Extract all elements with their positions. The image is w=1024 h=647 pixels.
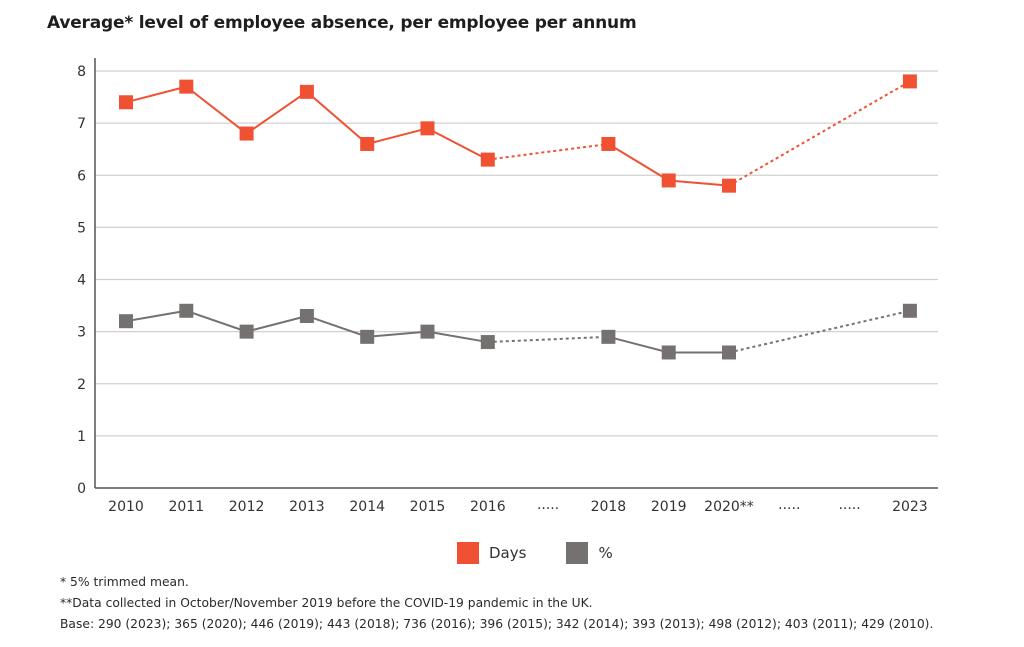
footnote-trimmed-mean: * 5% trimmed mean. (60, 575, 189, 589)
data-point-marker[interactable] (480, 335, 495, 350)
data-point-marker[interactable] (420, 121, 435, 136)
x-tick-label: 2014 (349, 499, 385, 515)
y-tick-label: 1 (77, 429, 86, 445)
data-point-marker[interactable] (119, 95, 133, 110)
legend-item-days[interactable]: Days (457, 542, 526, 564)
legend-label-days: Days (489, 544, 527, 562)
x-tick-label: 2015 (410, 499, 446, 515)
series-line-segment (427, 127, 489, 161)
data-point-marker[interactable] (420, 324, 435, 339)
x-tick-label: 2016 (470, 499, 506, 515)
series-line-segment (306, 91, 368, 145)
x-tick-label: ..... (838, 497, 860, 513)
x-tick-label: 2023 (892, 499, 928, 515)
series-line-segment (306, 315, 368, 338)
series-percent (119, 303, 917, 360)
x-tick-label: 2011 (168, 499, 204, 515)
series-line-gap-segment (487, 335, 609, 344)
legend-label-percent: % (598, 544, 613, 562)
data-point-marker[interactable] (299, 84, 314, 99)
y-tick-label: 8 (77, 64, 86, 80)
series-line-segment (185, 309, 247, 333)
series-line-segment (668, 179, 730, 187)
legend-item-percent[interactable]: % (566, 542, 613, 564)
x-tick-label: ..... (537, 497, 559, 513)
x-tick-label: 2013 (289, 499, 325, 515)
y-tick-label: 4 (77, 273, 86, 289)
y-tick-label: 0 (77, 481, 86, 497)
data-point-marker[interactable] (360, 329, 375, 344)
x-tick-label: 2010 (108, 499, 144, 515)
data-point-marker[interactable] (601, 136, 616, 151)
data-point-marker[interactable] (661, 345, 676, 360)
series-line-segment (607, 143, 670, 182)
series-line-segment (427, 330, 488, 344)
series-line-segment (367, 330, 428, 338)
series-line-segment (125, 85, 187, 104)
footnotes: * 5% trimmed mean. **Data collected in O… (60, 572, 933, 635)
data-point-marker[interactable] (239, 126, 254, 141)
x-axis-ticks: 2010 2011 2012 2013 2014 2015 2016..... 2018 201… (108, 497, 928, 515)
data-point-marker[interactable] (119, 314, 133, 329)
x-tick-label: 2012 (229, 499, 265, 515)
data-point-marker[interactable] (722, 345, 736, 360)
gridlines (95, 70, 938, 437)
x-tick-label: 2020** (704, 499, 754, 515)
y-tick-label: 2 (77, 377, 86, 393)
series-line-gap-segment (728, 309, 911, 354)
data-point-marker[interactable] (480, 152, 495, 167)
series-days (119, 74, 917, 193)
legend-swatch-percent (566, 542, 589, 564)
series-group (119, 74, 917, 360)
y-tick-label: 7 (77, 116, 86, 132)
footnote-data-collection: **Data collected in October/November 201… (60, 596, 593, 610)
series-line-gap-segment (728, 80, 911, 187)
y-tick-label: 6 (77, 168, 86, 184)
data-point-marker[interactable] (722, 178, 736, 193)
series-line-segment (246, 91, 308, 135)
data-point-marker[interactable] (601, 329, 616, 344)
series-line-gap-segment (487, 142, 609, 161)
series-line-segment (246, 315, 308, 333)
series-line-segment (125, 309, 187, 323)
data-point-marker[interactable] (179, 79, 194, 94)
data-point-marker[interactable] (179, 303, 194, 318)
data-point-marker[interactable] (902, 303, 917, 318)
data-point-marker[interactable] (661, 173, 676, 188)
y-axis-ticks: 0 1 2 3 4 5 6 7 8 (77, 64, 86, 497)
data-point-marker[interactable] (239, 324, 254, 339)
y-tick-label: 3 (77, 325, 86, 341)
x-tick-label: 2018 (591, 499, 627, 515)
series-line-segment (366, 127, 428, 145)
series-line-segment (185, 85, 248, 135)
x-tick-label: ..... (778, 497, 800, 513)
footnote-base: Base: 290 (2023); 365 (2020); 446 (2019)… (60, 617, 934, 631)
legend-swatch-days (457, 542, 479, 564)
data-point-marker[interactable] (360, 136, 375, 151)
data-point-marker[interactable] (902, 74, 917, 89)
data-point-marker[interactable] (299, 308, 314, 323)
x-tick-label: 2019 (651, 499, 687, 515)
y-tick-label: 5 (77, 220, 86, 236)
series-line-segment (608, 335, 669, 354)
legend: Days % (457, 542, 653, 564)
chart-title: Average* level of employee absence, per … (47, 13, 637, 33)
